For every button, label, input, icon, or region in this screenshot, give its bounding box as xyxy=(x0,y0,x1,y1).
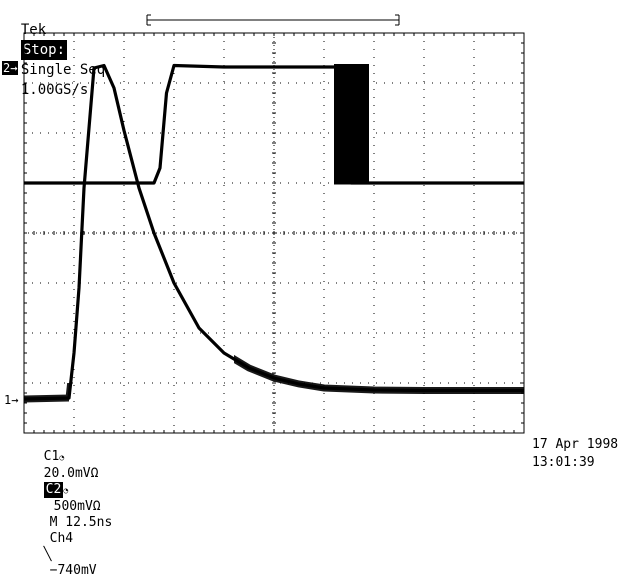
ch2-jitter-band xyxy=(334,64,369,185)
ch1-ground-marker: 1→ xyxy=(4,393,19,407)
trigger-source: Ch4 xyxy=(49,531,74,546)
graticule xyxy=(23,32,525,434)
ch2-scale: 500mVΩ xyxy=(53,499,101,514)
ch2-label: C2 xyxy=(43,482,64,498)
timebase-label: M 12.5ns xyxy=(49,515,113,530)
scope-display xyxy=(23,32,525,434)
timestamp: 17 Apr 1998 13:01:39 xyxy=(532,436,618,472)
ch1-label: C1 xyxy=(43,449,60,464)
status-header: Tek Stop: Single Seq 1.00GS/s xyxy=(4,0,105,98)
acquisition-state-badge: Stop: xyxy=(20,40,68,60)
record-view-bar xyxy=(146,14,400,26)
time-label: 13:01:39 xyxy=(532,455,595,470)
falling-edge-icon: ╲ xyxy=(43,547,52,562)
channel-settings-footer: C1◔ 20.0mVΩ C2 ◔ 500mVΩ M 12.5ns Ch4 ╲ −7… xyxy=(43,449,113,578)
trigger-level: −740mV xyxy=(49,563,97,578)
trace-ch2 xyxy=(24,63,524,185)
sample-rate-label: 1.00GS/s xyxy=(20,82,89,98)
ch1-scale: 20.0mVΩ xyxy=(43,466,99,481)
brand-label: Tek xyxy=(20,22,47,38)
traces xyxy=(23,61,524,403)
ch2-ground-marker: 2→ xyxy=(2,61,19,75)
date-label: 17 Apr 1998 xyxy=(532,437,619,452)
